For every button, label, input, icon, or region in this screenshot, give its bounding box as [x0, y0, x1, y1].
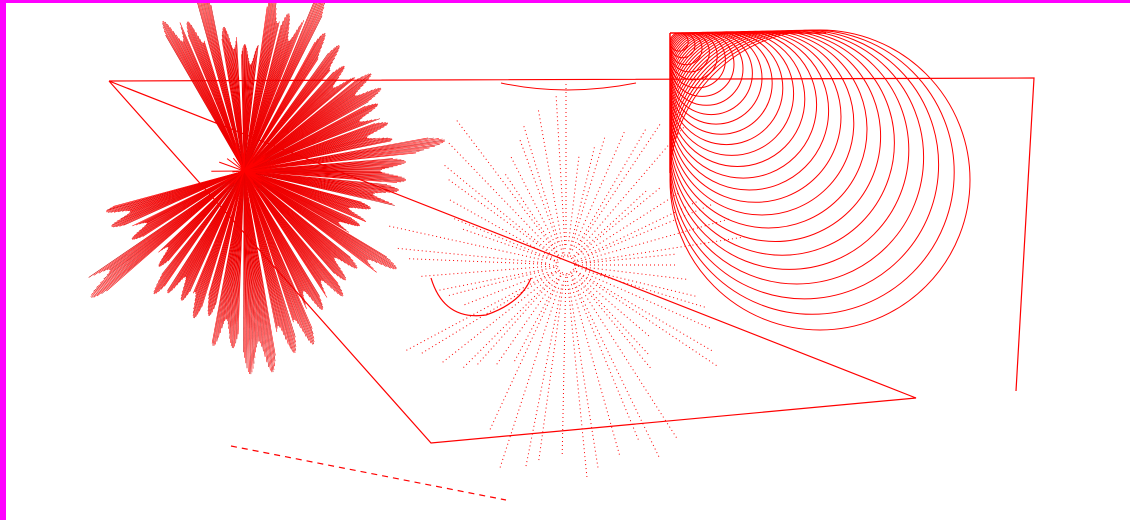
dotted-ray	[562, 277, 566, 455]
dotted-ray	[496, 278, 557, 365]
dotted-ray	[490, 272, 563, 430]
nested-circle	[670, 31, 854, 215]
dotted-ray	[520, 139, 558, 242]
dotted-ray	[453, 218, 555, 260]
dotted-ray	[580, 280, 649, 355]
nested-circle	[670, 30, 924, 284]
dotted-ray	[538, 110, 564, 254]
dotted-ray	[500, 288, 559, 469]
nested-circle	[670, 31, 894, 255]
dotted-ray	[570, 137, 605, 254]
fan-ray	[244, 171, 245, 352]
dotted-ray	[570, 272, 677, 439]
dashed-line	[231, 446, 506, 500]
dotted-ray	[576, 272, 717, 366]
radial-fan-burst	[89, 3, 445, 374]
dotted-ray	[568, 146, 595, 257]
dotted-ray	[539, 281, 564, 461]
dotted-ray	[408, 259, 550, 265]
dotted-ray	[448, 179, 550, 253]
dotted-ray	[435, 267, 559, 292]
dotted-ray	[586, 254, 676, 263]
dotted-ray	[572, 280, 639, 441]
dotted-ray	[406, 273, 552, 351]
dotted-ray	[569, 156, 579, 241]
dotted-ray	[576, 129, 646, 248]
dotted-ray	[556, 95, 565, 249]
dotted-ray	[463, 282, 549, 368]
dotted-ray	[571, 276, 659, 458]
nested-circle	[670, 32, 772, 134]
dotted-ray	[578, 188, 660, 255]
nested-circles	[670, 30, 970, 330]
dotted-ray	[514, 276, 560, 362]
dotted-core-ring	[556, 255, 576, 275]
shallow-curve	[501, 83, 636, 90]
nested-circle	[670, 31, 881, 242]
dotted-ray	[579, 124, 660, 245]
dotted-ray	[578, 266, 687, 279]
dotted-ray	[448, 142, 560, 259]
dotted-ray	[583, 193, 679, 254]
dotted-ray	[581, 284, 651, 369]
dotted-ray	[462, 229, 558, 263]
dotted-ray	[571, 127, 684, 259]
dotted-ray	[571, 284, 619, 455]
dotted-ray	[585, 271, 706, 308]
nested-circle	[670, 30, 954, 314]
nested-circle	[670, 30, 939, 299]
dotted-ray	[573, 205, 712, 262]
dashed-segment	[231, 446, 506, 500]
line-art-drawing	[6, 3, 1130, 523]
dotted-ray	[570, 289, 598, 469]
dotted-ray	[578, 275, 649, 336]
dotted-ray	[444, 165, 548, 250]
dotted-ray	[477, 280, 553, 365]
dotted-ray	[456, 120, 559, 256]
dotted-ray	[526, 285, 562, 467]
dotted-ray	[524, 125, 564, 257]
dotted-ray	[511, 156, 557, 247]
dotted-ray	[421, 271, 556, 353]
